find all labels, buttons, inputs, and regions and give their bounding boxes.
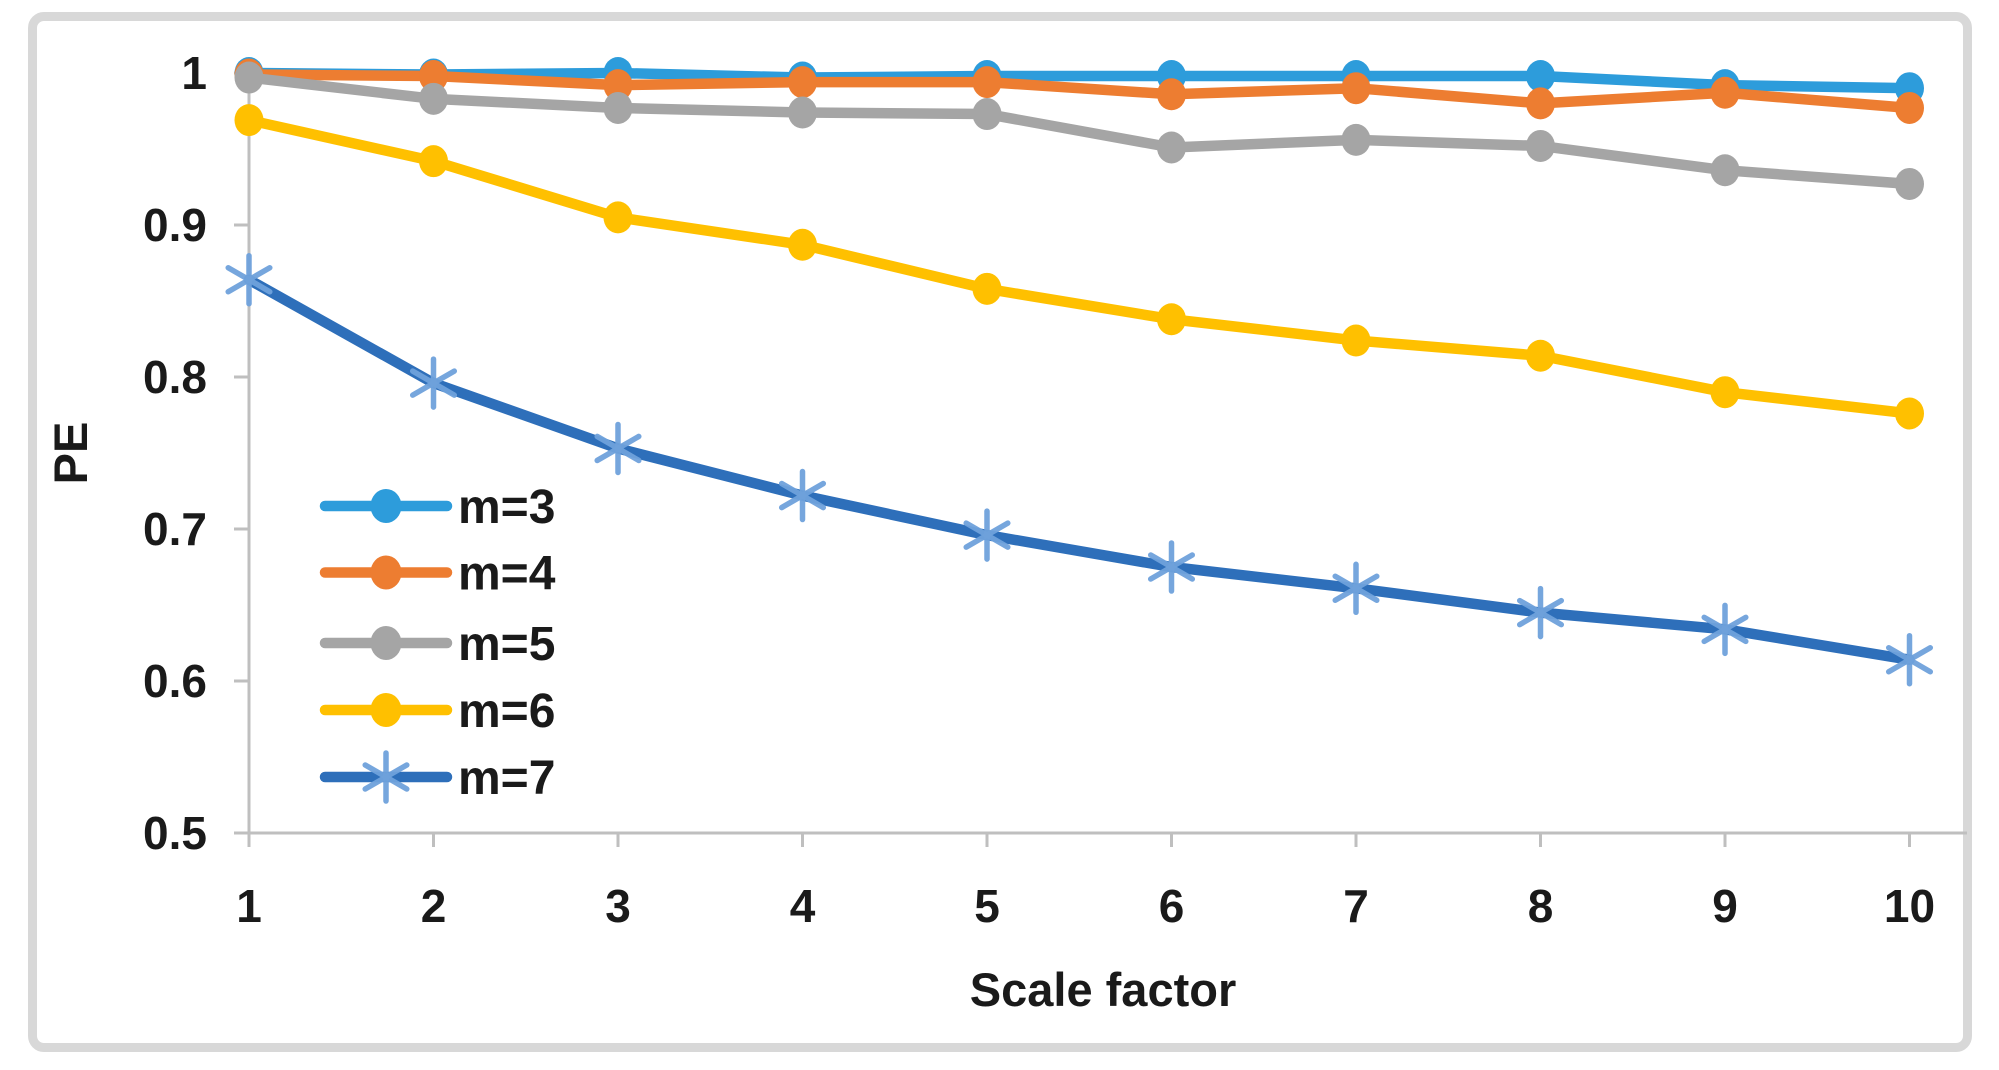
legend-marker-m=5 bbox=[370, 626, 402, 660]
asterisk-marker-spoke bbox=[1332, 573, 1380, 604]
legend-marker-m=6 bbox=[370, 693, 402, 727]
legend-item-m=3: m=3 bbox=[319, 481, 555, 534]
asterisk-marker-spoke bbox=[1885, 644, 1934, 675]
x-tick-label: 6 bbox=[1159, 880, 1185, 932]
asterisk-marker-spoke bbox=[1701, 614, 1749, 645]
data-point-m=5 bbox=[788, 96, 817, 129]
x-tick-label: 7 bbox=[1343, 880, 1369, 932]
series-line-m=7 bbox=[243, 274, 1915, 665]
legend-label-m=6: m=6 bbox=[458, 685, 555, 738]
data-point-m=5 bbox=[1157, 131, 1186, 164]
series-line-m=4 bbox=[243, 69, 1915, 114]
x-axis-title: Scale factor bbox=[970, 963, 1236, 1016]
x-tick-label: 9 bbox=[1712, 880, 1738, 932]
asterisk-marker-spoke bbox=[225, 264, 273, 295]
data-point-m=6 bbox=[1895, 397, 1924, 430]
data-point-m=5 bbox=[234, 61, 264, 94]
x-tick-label: 5 bbox=[974, 880, 1000, 932]
x-tick-label: 2 bbox=[421, 880, 447, 932]
asterisk-marker-spoke bbox=[409, 368, 458, 398]
legend-marker-m=3 bbox=[370, 489, 402, 523]
asterisk-marker-spoke bbox=[1147, 552, 1196, 582]
series-m=5 bbox=[234, 61, 1924, 200]
series-m=4 bbox=[234, 58, 1924, 124]
y-axis-title: PE bbox=[44, 422, 97, 485]
data-point-m=5 bbox=[1341, 123, 1371, 156]
data-point-m=4 bbox=[788, 66, 817, 99]
data-point-m=6 bbox=[1157, 303, 1186, 336]
data-point-m=4 bbox=[1710, 76, 1740, 109]
x-tick-label: 3 bbox=[605, 880, 631, 932]
asterisk-marker-spoke bbox=[1516, 597, 1565, 628]
chart-outer-border bbox=[28, 12, 1972, 1052]
legend-item-m=4: m=4 bbox=[319, 548, 556, 601]
data-point-m=6 bbox=[1710, 376, 1740, 409]
data-point-m=5 bbox=[972, 98, 1002, 131]
series-line-m=6 bbox=[243, 114, 1915, 419]
asterisk-marker-spoke bbox=[778, 480, 827, 511]
y-tick-label: 0.7 bbox=[143, 503, 207, 555]
series-m=6 bbox=[234, 104, 1924, 430]
legend-label-m=3: m=3 bbox=[458, 481, 555, 534]
series-group bbox=[225, 57, 1934, 687]
data-point-m=6 bbox=[972, 272, 1002, 305]
data-point-m=6 bbox=[419, 145, 448, 178]
x-tick-label: 8 bbox=[1528, 880, 1554, 932]
data-point-m=5 bbox=[603, 91, 633, 124]
data-point-m=6 bbox=[603, 201, 633, 234]
series-line-m=5 bbox=[243, 72, 1915, 190]
data-point-m=6 bbox=[1526, 339, 1555, 372]
axes bbox=[234, 64, 1967, 847]
y-tick-label: 0.9 bbox=[143, 199, 207, 251]
data-point-m=5 bbox=[1895, 167, 1924, 200]
asterisk-marker-spoke bbox=[963, 520, 1011, 550]
series-line-m=3 bbox=[243, 67, 1915, 94]
legend-item-m=6: m=6 bbox=[319, 685, 555, 738]
data-point-m=4 bbox=[419, 60, 448, 93]
x-tick-label: 4 bbox=[790, 880, 816, 932]
data-point-m=4 bbox=[603, 69, 633, 102]
data-point-m=5 bbox=[419, 82, 448, 115]
data-point-m=6 bbox=[234, 104, 264, 137]
data-point-m=3 bbox=[1526, 60, 1555, 93]
data-point-m=4 bbox=[1341, 72, 1371, 105]
y-tick-label: 0.8 bbox=[143, 351, 207, 403]
y-tick-label: 0.5 bbox=[143, 807, 207, 859]
data-point-m=6 bbox=[788, 228, 817, 261]
legend-label-m=5: m=5 bbox=[458, 618, 555, 671]
data-point-m=4 bbox=[1895, 91, 1924, 124]
legend-item-m=5: m=5 bbox=[319, 618, 555, 671]
tick-labels: 1 0.9 0.8 0.7 0.6 0.5 1 2 3 4 5 6 7 8 9 10 bbox=[143, 47, 1935, 932]
data-point-m=5 bbox=[1710, 154, 1740, 187]
data-point-m=4 bbox=[972, 66, 1002, 99]
legend-marker-m=4 bbox=[370, 555, 402, 590]
y-tick-label: 1 bbox=[181, 47, 207, 99]
x-tick-label: 10 bbox=[1884, 880, 1935, 932]
data-point-m=4 bbox=[1157, 78, 1186, 111]
asterisk-marker-spoke bbox=[362, 762, 410, 792]
asterisk-marker-spoke bbox=[594, 433, 642, 464]
data-point-m=5 bbox=[1526, 129, 1555, 162]
y-tick-label: 0.6 bbox=[143, 655, 207, 707]
x-tick-label: 1 bbox=[236, 880, 262, 932]
data-point-m=4 bbox=[1526, 87, 1555, 120]
legend-label-m=7: m=7 bbox=[458, 752, 555, 805]
legend-label-m=4: m=4 bbox=[458, 548, 556, 601]
legend-item-m=7: m=7 bbox=[319, 750, 555, 805]
legend: m=3 m=4 m=5 m=6 m=7 bbox=[319, 481, 556, 805]
data-point-m=6 bbox=[1341, 324, 1371, 357]
series-m=7 bbox=[225, 252, 1934, 687]
